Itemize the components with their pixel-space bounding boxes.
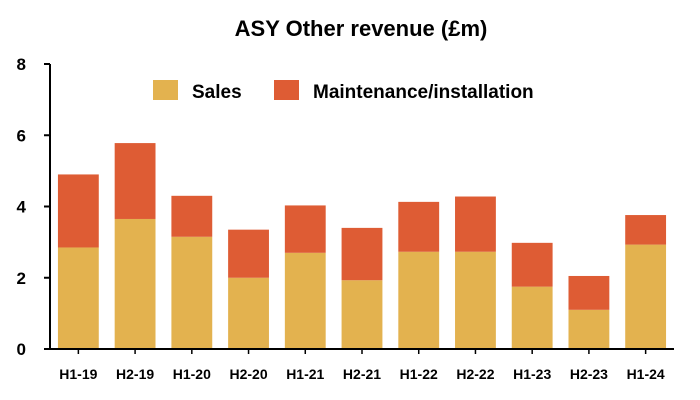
bar-sales-h2-22 (455, 251, 496, 349)
x-tick-label: H1-19 (59, 366, 97, 382)
bar-maintenance-h1-24 (625, 215, 667, 245)
bar-sales-h2-20 (228, 277, 269, 349)
bar-sales-h1-19 (57, 247, 99, 349)
x-tick-label: H1-21 (286, 366, 324, 382)
x-tick-label: H2-22 (456, 366, 494, 382)
y-tick-label: 4 (17, 198, 27, 217)
x-tick-label: H2-19 (116, 366, 154, 382)
bar-sales-h2-19 (114, 218, 156, 349)
bar-maintenance-h2-20 (228, 229, 269, 278)
bar-maintenance-h2-21 (341, 227, 383, 281)
bar-maintenance-h1-19 (57, 174, 99, 248)
bar-maintenance-h1-22 (398, 201, 440, 252)
bar-sales-h2-21 (341, 280, 383, 349)
x-axis: H1-19 H2-19 H1-20 H2-20 H1-21 H2-21 H1-22 H2-22… (44, 348, 674, 382)
bar-sales-h1-23 (511, 286, 553, 349)
legend-label-maintenance: Maintenance/installation (313, 82, 534, 103)
bar-maintenance-h2-22 (455, 196, 496, 252)
legend-swatch-maintenance (274, 80, 299, 100)
y-tick-label: 0 (17, 340, 26, 359)
chart-title: ASY Other revenue (£m) (235, 16, 488, 41)
bar-sales-h1-20 (171, 236, 213, 349)
y-tick-label: 8 (17, 55, 26, 74)
x-tick-label: H1-24 (627, 366, 665, 382)
legend-swatch-sales (153, 80, 178, 100)
bar-maintenance-h1-23 (511, 242, 553, 287)
x-tick-label: H2-21 (343, 366, 381, 382)
legend-label-sales: Sales (192, 82, 242, 103)
bar-maintenance-h2-23 (568, 275, 610, 310)
x-tick-label: H2-23 (570, 366, 608, 382)
y-tick-label: 6 (17, 126, 26, 145)
y-tick-label: 2 (17, 269, 26, 288)
x-tick-label: H1-20 (173, 366, 211, 382)
x-tick-label: H1-23 (513, 366, 551, 382)
bar-sales-h2-23 (568, 309, 610, 349)
bar-maintenance-h1-20 (171, 195, 213, 237)
bar-maintenance-h2-19 (114, 143, 156, 219)
y-axis: 0 2 4 6 8 (17, 55, 51, 359)
bar-sales-h1-21 (284, 252, 326, 349)
bar-sales-h1-22 (398, 251, 440, 349)
legend: Sales Maintenance/installation (153, 80, 534, 103)
x-tick-label: H2-20 (229, 366, 267, 382)
bars-layer (57, 143, 667, 349)
bar-sales-h1-24 (625, 244, 667, 349)
bar-maintenance-h1-21 (284, 205, 326, 253)
x-tick-label: H1-22 (400, 366, 438, 382)
